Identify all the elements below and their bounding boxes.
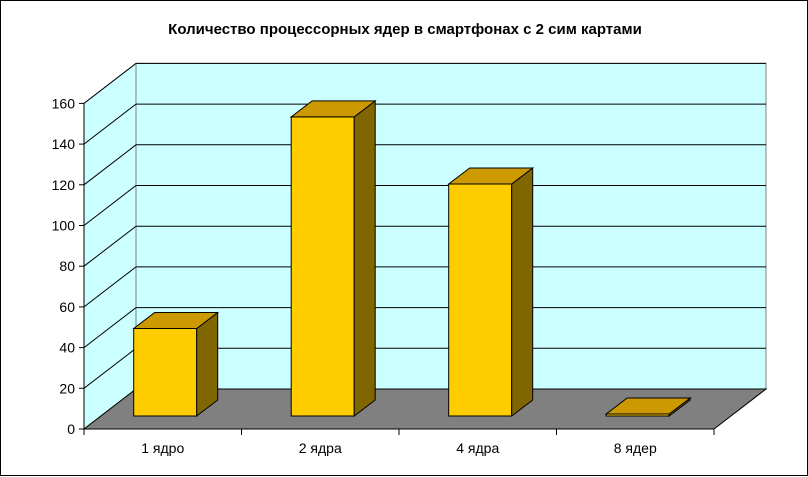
bar-front	[133, 327, 198, 417]
axes	[79, 102, 715, 435]
bar-side	[511, 167, 534, 418]
x-tick-label: 4 ядра	[456, 440, 499, 456]
y-tick-label: 20	[59, 380, 75, 396]
chart-title: Количество процессорных ядер в смартфона…	[168, 21, 642, 38]
gridline	[83, 266, 766, 308]
x-tick-labels: 1 ядро 2 ядра 4 ядра 8 ядер	[141, 440, 657, 456]
bar-1	[132, 311, 220, 418]
gridline	[83, 307, 766, 348]
bar-2	[289, 99, 377, 418]
bar-top	[604, 397, 692, 415]
y-tick-label: 120	[52, 177, 76, 193]
y-tick-label: 40	[59, 340, 75, 356]
x-tick-label: 2 ядра	[299, 440, 342, 456]
y-tick-label: 60	[59, 299, 75, 315]
bar-front	[290, 116, 355, 417]
y-tick-label: 0	[67, 421, 75, 437]
y-tick-labels: 0 20 40 60 80 100 120 140 160	[52, 95, 76, 437]
gridline	[83, 185, 766, 226]
y-tick-label: 160	[52, 95, 76, 111]
gridline	[83, 103, 766, 145]
bar-front	[448, 183, 513, 417]
y-tick-label: 140	[52, 136, 76, 152]
bar-top	[132, 311, 220, 329]
bar-4	[604, 396, 692, 418]
gridline	[83, 62, 766, 104]
bar-top	[289, 100, 377, 118]
y-tick-label: 80	[59, 258, 75, 274]
bar-side	[196, 311, 219, 418]
bar-top	[447, 167, 535, 185]
bar-side	[353, 99, 376, 418]
bar-3	[447, 167, 535, 418]
bars	[132, 99, 692, 418]
gridline	[83, 144, 766, 186]
y-tick-label: 100	[52, 218, 76, 234]
x-tick-label: 8 ядер	[614, 440, 657, 456]
x-tick-label: 1 ядро	[141, 440, 184, 456]
gridline	[83, 225, 766, 267]
